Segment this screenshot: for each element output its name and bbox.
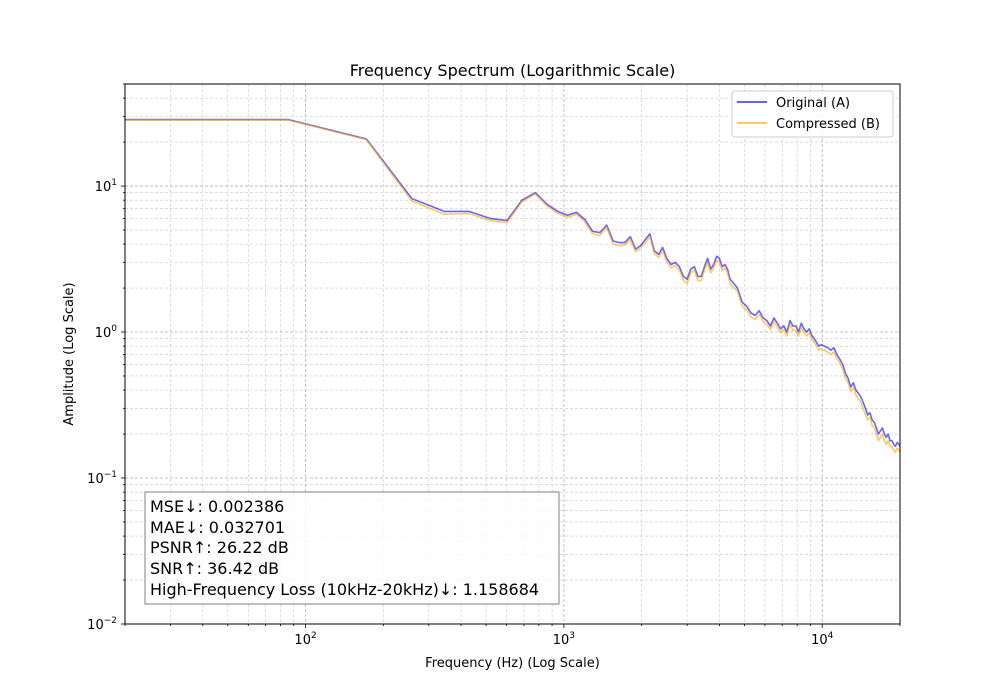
- metric-psnr: PSNR↑: 26.22 dB: [150, 538, 289, 557]
- metrics-box: MSE↓: 0.002386 MAE↓: 0.032701 PSNR↑: 26.…: [144, 491, 560, 605]
- metrics-box-frame: [144, 491, 560, 605]
- x-tick-label: 102: [294, 631, 316, 648]
- chart-title: Frequency Spectrum (Logarithmic Scale): [350, 61, 676, 80]
- plot-frame: [124, 83, 901, 625]
- y-tick-label: 100: [95, 324, 118, 341]
- metric-snr: SNR↑: 36.42 dB: [150, 559, 279, 578]
- legend-label-compressed: Compressed (B): [776, 117, 880, 132]
- legend-label-original: Original (A): [776, 96, 850, 111]
- y-tick-label: 101: [95, 178, 117, 195]
- legend: Original (A) Compressed (B): [731, 90, 894, 138]
- series-line-original: [125, 118, 900, 448]
- metric-hf-loss: High-Frequency Loss (10kHz-20kHz)↓: 1.15…: [150, 580, 539, 599]
- x-tick-label: 104: [811, 631, 834, 648]
- x-tick-label: 103: [553, 631, 575, 648]
- series-lines: [125, 118, 900, 454]
- series-line-compressed: [125, 119, 900, 454]
- legend-box: [731, 90, 894, 138]
- y-tick-label: 10−1: [87, 470, 117, 487]
- y-tick-label: 10−2: [87, 616, 117, 633]
- metric-mse: MSE↓: 0.002386: [150, 497, 284, 516]
- y-axis-label: Amplitude (Log Scale): [62, 282, 77, 425]
- x-axis-label: Frequency (Hz) (Log Scale): [425, 656, 600, 671]
- axis-ticks: 102 103 104 10−2 10−1 100 101: [87, 83, 901, 648]
- metric-mae: MAE↓: 0.032701: [150, 518, 285, 537]
